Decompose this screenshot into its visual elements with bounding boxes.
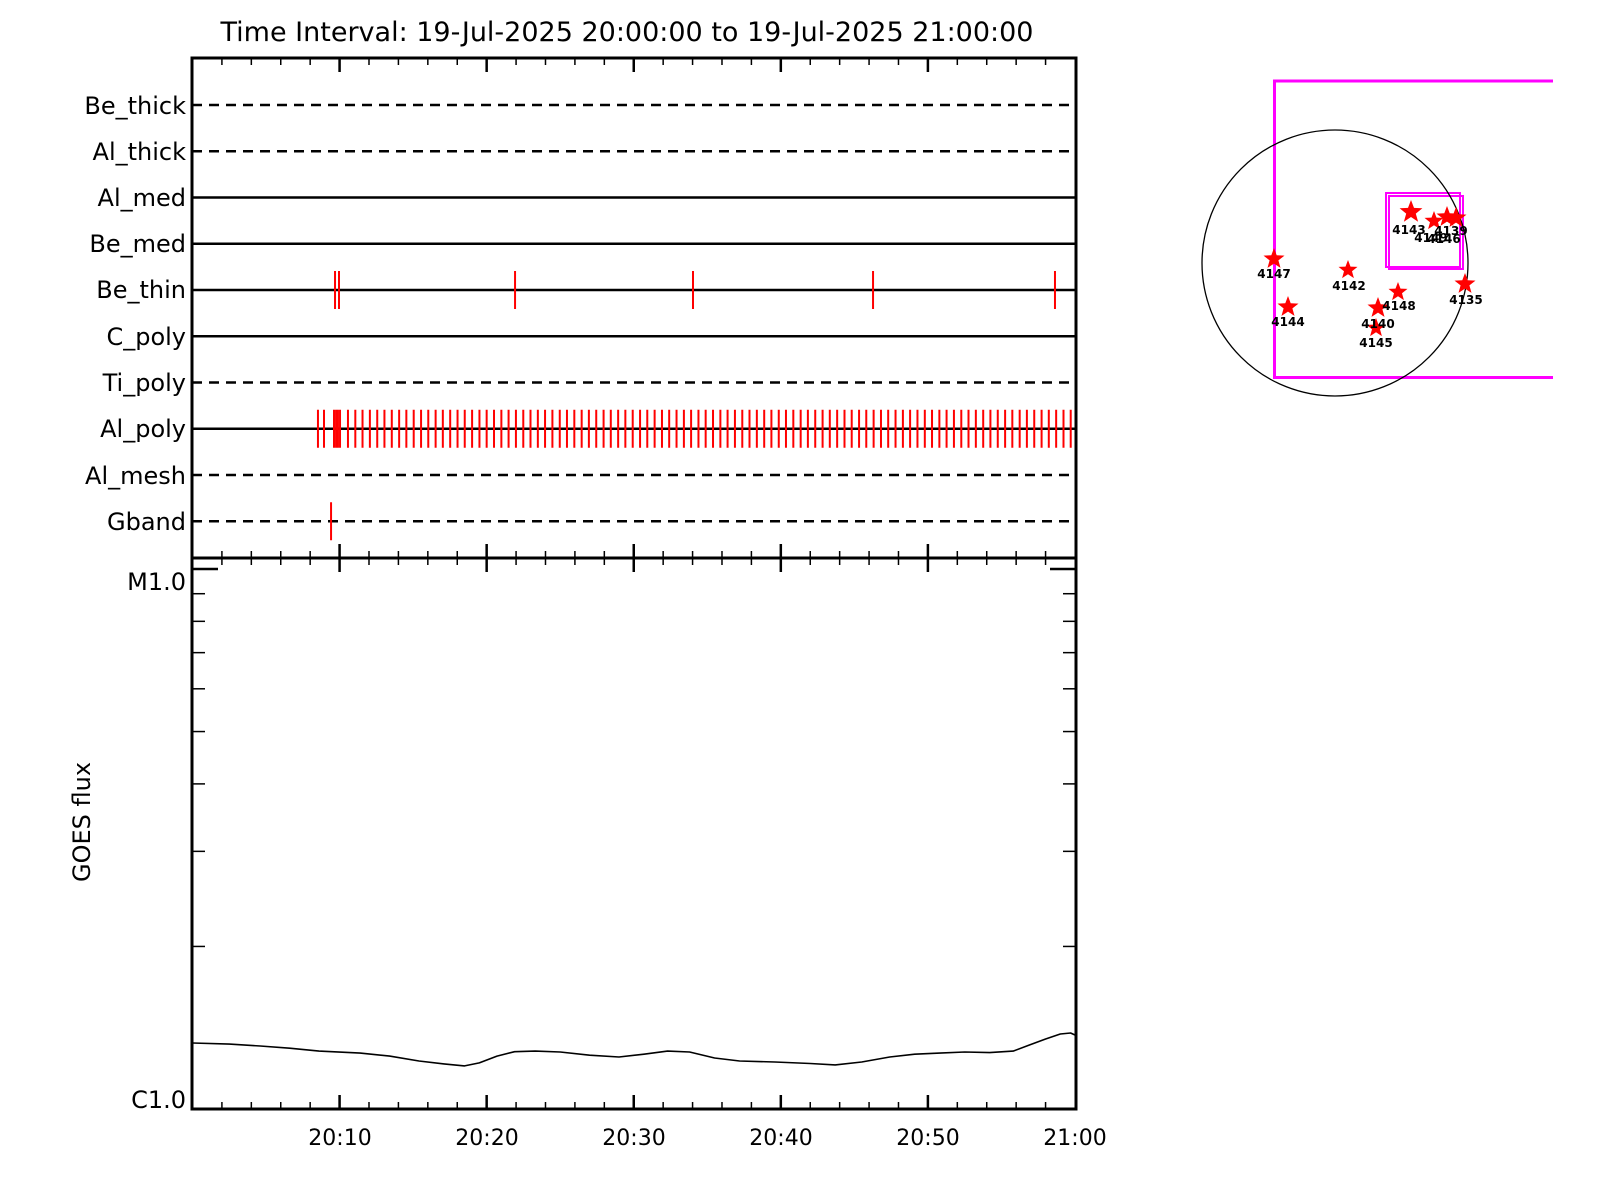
active-region-label: 4143 (1392, 223, 1425, 237)
fov-box-main (1273, 79, 1553, 379)
x-tick-label-2050: 20:50 (896, 1126, 959, 1151)
x-tick-label-2040: 20:40 (749, 1126, 812, 1151)
active-region-star (1436, 206, 1458, 226)
active-region-star (1454, 273, 1476, 293)
fov-box-inner (1388, 195, 1464, 270)
plot-graphics: 4147 4142 4144 4148 4140 4145 4135 414341494146… (190, 56, 1553, 1111)
active-region-label: 4146 (1427, 232, 1460, 246)
active-region-label: 4149 (1414, 231, 1447, 245)
active-region-star (1277, 296, 1299, 316)
x-tick-label-2020: 20:20 (455, 1126, 518, 1151)
active-region-label: 4144 (1271, 315, 1304, 329)
active-region-label: 4148 (1382, 299, 1415, 313)
filter-row-label-c-poly: C_poly (106, 323, 186, 351)
active-region-star (1367, 297, 1389, 317)
active-region-star (1338, 260, 1358, 279)
x-tick-label-2010: 20:10 (308, 1126, 371, 1151)
active-region-star (1388, 282, 1408, 301)
plot-title: Time Interval: 19-Jul-2025 20:00:00 to 1… (220, 17, 1034, 48)
active-region-label: 4135 (1449, 293, 1482, 307)
filter-row-label-ti-poly: Ti_poly (102, 369, 186, 397)
active-region-label: 4147 (1257, 267, 1290, 281)
active-region-label: 4139 (1434, 224, 1467, 238)
goes-ytick-bottom: C1.0 (131, 1086, 186, 1114)
solar-limb-circle (1201, 129, 1469, 397)
goes-y-axis-title: GOES flux (68, 762, 96, 882)
filter-row-label-al-thick: Al_thick (93, 138, 187, 166)
filter-row-label-be-thin: Be_thin (96, 276, 186, 304)
filter-row-label-be-med: Be_med (89, 230, 186, 258)
goes-ytick-top: M1.0 (127, 568, 186, 596)
filter-row-label-gband: Gband (107, 508, 186, 536)
fov-box-inner (1385, 192, 1461, 268)
active-region-label: 4145 (1359, 336, 1392, 350)
filter-row-label-al-poly: Al_poly (100, 415, 186, 443)
x-tick-label-2100: 21:00 (1043, 1126, 1106, 1151)
active-region-label: 4142 (1332, 279, 1365, 293)
active-region-star (1424, 211, 1444, 230)
goes-flux-curve (192, 1032, 1076, 1067)
active-region-star (1263, 248, 1285, 268)
filter-row-label-al-med: Al_med (98, 184, 186, 212)
active-region-star (1445, 207, 1467, 227)
filter-row-label-al-mesh: Al_mesh (85, 462, 186, 490)
goes-flux-panel (190, 556, 1078, 1111)
filter-row-label-be-thick: Be_thick (84, 92, 186, 120)
active-region-star (1366, 318, 1386, 337)
active-region-star (1399, 200, 1423, 222)
filter-timeline-panel (190, 56, 1078, 560)
x-tick-label-2030: 20:30 (602, 1126, 665, 1151)
active-region-label: 4140 (1361, 317, 1394, 331)
